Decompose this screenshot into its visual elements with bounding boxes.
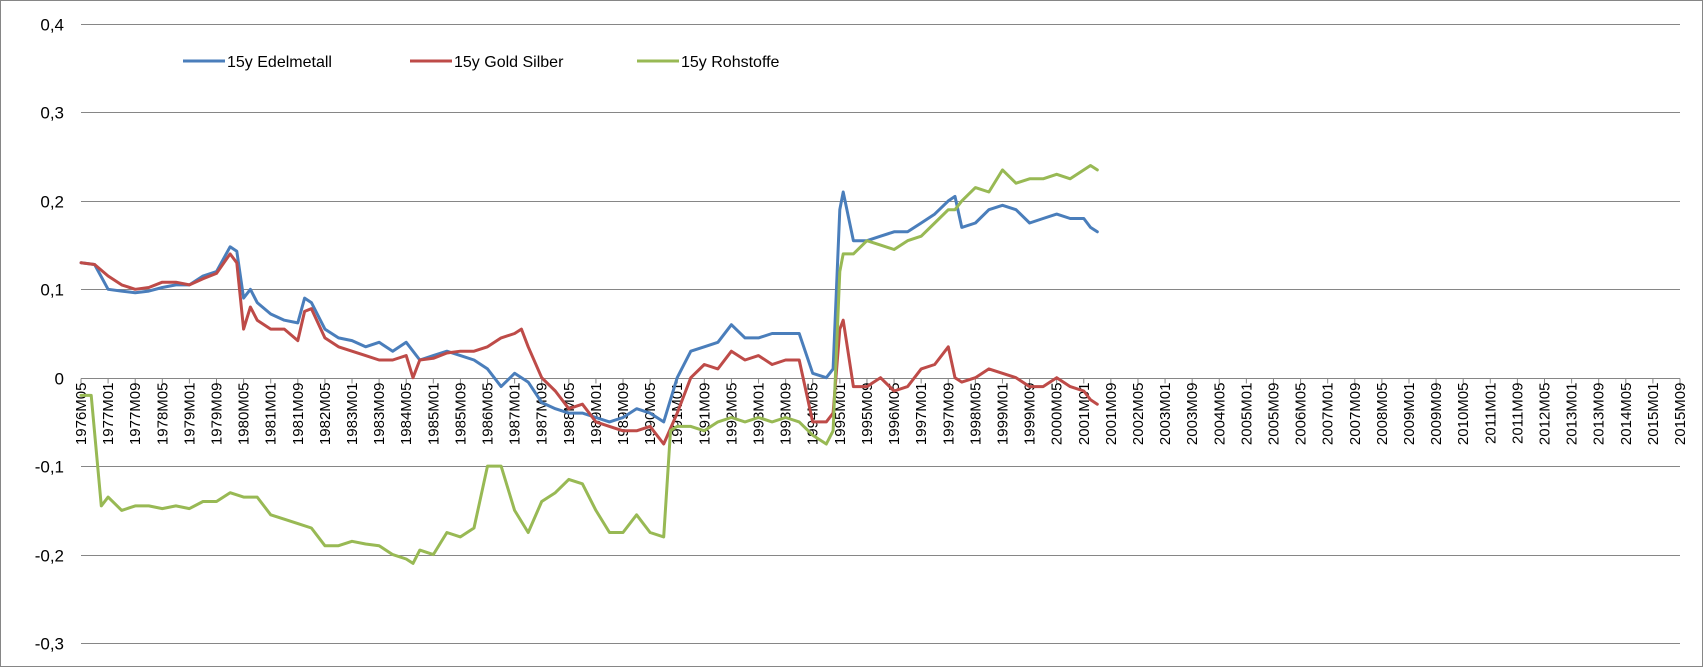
x-tick-label: 1983M01 bbox=[344, 383, 361, 446]
y-tick-label: -0,1 bbox=[35, 458, 64, 477]
legend: 15y Edelmetall 15y Gold Silber 15y Rohstof… bbox=[183, 54, 780, 71]
x-tick-label: 1985M01 bbox=[425, 383, 442, 446]
x-tick-label: 2008M05 bbox=[1374, 383, 1391, 446]
y-tick-label: 0,3 bbox=[40, 104, 64, 123]
x-tick-label: 1999M01 bbox=[994, 383, 1011, 446]
x-tick-label: 2000M05 bbox=[1049, 383, 1066, 446]
x-tick-label: 1979M09 bbox=[209, 383, 226, 446]
x-tick-label: 2006M05 bbox=[1293, 383, 1310, 446]
x-tick-label: 2013M09 bbox=[1591, 383, 1608, 446]
x-tick-label: 2014M05 bbox=[1618, 383, 1635, 446]
legend-label: 15y Gold Silber bbox=[454, 54, 564, 71]
x-tick-label: 1991M09 bbox=[696, 383, 713, 446]
x-tick-label: 1987M01 bbox=[507, 383, 524, 446]
x-tick-label: 2011M01 bbox=[1482, 383, 1499, 444]
series-line bbox=[79, 252, 1099, 446]
series-line bbox=[79, 190, 1099, 424]
y-tick-label: -0,2 bbox=[35, 547, 64, 566]
x-tick-label: 2009M09 bbox=[1428, 383, 1445, 446]
x-tick-label: 2002M05 bbox=[1130, 383, 1147, 446]
legend-label: 15y Rohstoffe bbox=[681, 54, 780, 71]
x-tick-label: 2007M01 bbox=[1320, 383, 1337, 446]
x-tick-label: 1979M01 bbox=[181, 383, 198, 446]
gridlines bbox=[81, 24, 1680, 644]
x-tick-label: 1978M05 bbox=[154, 383, 171, 446]
x-tick-label: 1999M09 bbox=[1022, 383, 1039, 446]
x-tick-label: 1998M05 bbox=[967, 383, 984, 446]
x-tick-label: 1995M09 bbox=[859, 383, 876, 446]
x-tick-label: 1997M09 bbox=[940, 383, 957, 446]
x-tick-label: 1981M01 bbox=[263, 383, 280, 446]
x-tick-label: 1986M05 bbox=[480, 382, 497, 445]
series-line bbox=[79, 164, 1099, 565]
y-tick-label: 0,1 bbox=[40, 281, 64, 300]
x-tick-label: 1993M01 bbox=[751, 383, 768, 446]
y-tick-label: 0,2 bbox=[40, 193, 64, 212]
x-tick-label: 1982M05 bbox=[317, 383, 334, 446]
x-tick-label: 1976M05 bbox=[73, 383, 90, 446]
x-tick-label: 2001M09 bbox=[1103, 383, 1120, 446]
x-tick-label: 2015M01 bbox=[1645, 383, 1662, 446]
x-tick-label: 2012M05 bbox=[1536, 383, 1553, 446]
x-tick-label: 2003M01 bbox=[1157, 383, 1174, 446]
x-tick-label: 1977M09 bbox=[127, 383, 144, 446]
y-tick-label: 0 bbox=[55, 370, 64, 389]
x-tick-label: 1983M09 bbox=[371, 383, 388, 446]
x-tick-label: 2015M09 bbox=[1672, 383, 1689, 446]
x-tick-label: 1977M01 bbox=[100, 383, 117, 446]
x-tick-label: 2004M05 bbox=[1211, 383, 1228, 446]
legend-label: 15y Edelmetall bbox=[227, 54, 332, 71]
x-tick-label: 2010M05 bbox=[1455, 383, 1472, 446]
x-tick-label: 1997M01 bbox=[913, 383, 930, 446]
y-tick-label: 0,4 bbox=[40, 16, 64, 35]
x-tick-label: 1984M05 bbox=[398, 383, 415, 446]
x-tick-label: 2007M09 bbox=[1347, 383, 1364, 446]
x-tick-label: 1995M01 bbox=[832, 383, 849, 446]
x-tick-label: 1985M09 bbox=[452, 382, 469, 445]
x-tick-label: 2005M01 bbox=[1238, 383, 1255, 446]
x-tick-label: 1989M01 bbox=[588, 383, 605, 446]
x-tick-label: 2013M01 bbox=[1564, 383, 1581, 446]
x-tick-label: 1980M05 bbox=[236, 383, 253, 446]
series-lines bbox=[79, 164, 1099, 565]
x-tick-label: 2011M09 bbox=[1509, 383, 1526, 444]
x-tick-label: 1992M05 bbox=[723, 383, 740, 446]
x-tick-label: 1981M09 bbox=[290, 383, 307, 446]
y-axis: 0,4 0,3 0,2 0,1 0 -0,1 -0,2 -0,3 bbox=[35, 16, 64, 654]
x-tick-label: 2003M09 bbox=[1184, 383, 1201, 446]
x-tick-label: 1993M09 bbox=[778, 383, 795, 446]
x-tick-label: 2009M01 bbox=[1401, 383, 1418, 446]
y-tick-label: -0,3 bbox=[35, 635, 64, 654]
x-tick-label: 1996M05 bbox=[886, 383, 903, 446]
x-tick-label: 2005M09 bbox=[1265, 383, 1282, 446]
